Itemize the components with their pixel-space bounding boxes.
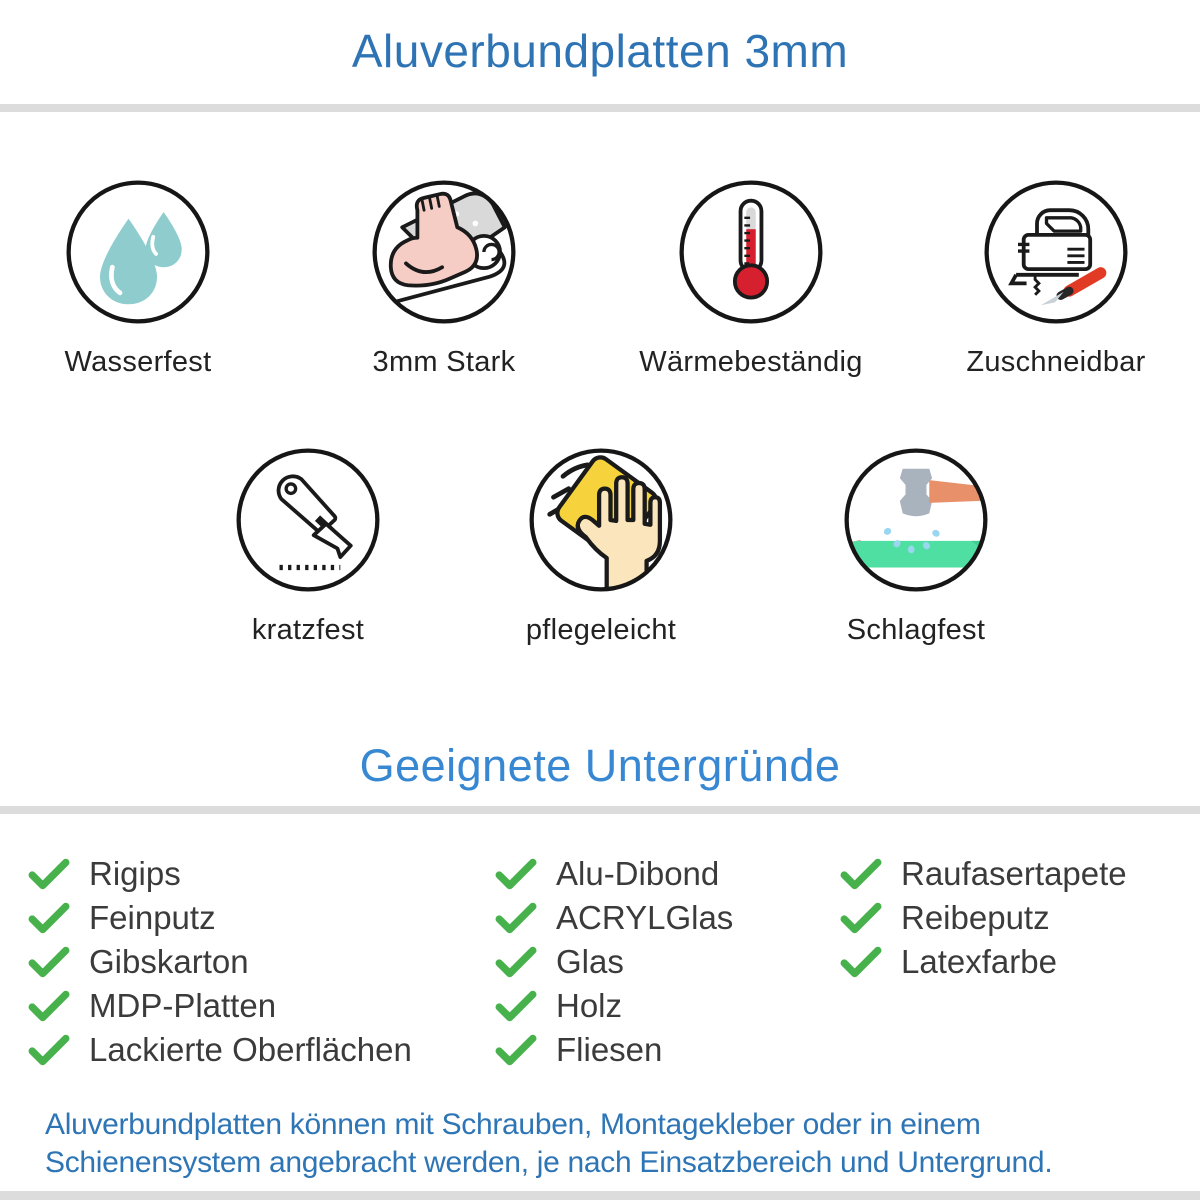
check-icon (495, 858, 537, 889)
list-item: Raufasertapete (840, 852, 1190, 895)
check-icon (840, 858, 882, 889)
list-item-label: Glas (556, 942, 624, 980)
feature-schlagfest: Schlagfest (786, 444, 1046, 647)
list-item: Gibskarton (28, 940, 488, 983)
strong-arm-panel-icon (372, 180, 516, 324)
list-item-label: Rigips (89, 854, 181, 892)
list-item: Latexfarbe (840, 940, 1190, 983)
mounting-note-line1: Aluverbundplatten können mit Schrauben, … (45, 1108, 981, 1141)
feature-wasserfest: Wasserfest (8, 176, 268, 379)
feature-waermebestaendig: Wärmebeständig (621, 176, 881, 379)
list-item: Feinputz (28, 896, 488, 939)
page-title: Aluverbundplatten 3mm (351, 25, 849, 77)
check-icon (495, 990, 537, 1021)
hammer-impact-icon (844, 448, 988, 592)
feature-label: kratzfest (251, 614, 365, 646)
checklist-column-3: Raufasertapete Reibeputz Latexfarbe (840, 852, 1190, 984)
feature-kratzfest: kratzfest (178, 444, 438, 647)
list-item-label: Gibskarton (89, 942, 249, 980)
list-item-label: Reibeputz (901, 898, 1050, 936)
thermometer-icon (679, 180, 823, 324)
checklist-column-2: Alu-Dibond ACRYLGlas Glas Holz Fliesen (495, 852, 825, 1072)
list-item: Reibeputz (840, 896, 1190, 939)
check-icon (28, 990, 70, 1021)
check-icon (28, 902, 70, 933)
divider-bottom (0, 1191, 1200, 1200)
feature-label: Wärmebeständig (639, 346, 863, 378)
list-item: Lackierte Oberflächen (28, 1028, 488, 1071)
divider-top (0, 104, 1200, 112)
feature-label: pflegeleicht (525, 614, 677, 646)
cleaning-hand-icon (529, 448, 673, 592)
check-icon (840, 902, 882, 933)
feature-label: 3mm Stark (372, 346, 516, 378)
mounting-note-line2: Schienensystem angebracht werden, je nac… (45, 1146, 1053, 1179)
list-item-label: Latexfarbe (901, 942, 1057, 980)
divider-middle (0, 806, 1200, 814)
feature-3mm-stark: 3mm Stark (314, 176, 574, 379)
list-item: ACRYLGlas (495, 896, 825, 939)
check-icon (28, 1034, 70, 1065)
utility-knife-icon (236, 448, 380, 592)
list-item: Alu-Dibond (495, 852, 825, 895)
water-drops-icon (66, 180, 210, 324)
list-item: Rigips (28, 852, 488, 895)
list-item-label: Alu-Dibond (556, 854, 720, 892)
list-item-label: Feinputz (89, 898, 216, 936)
list-item: Glas (495, 940, 825, 983)
list-item-label: Lackierte Oberflächen (89, 1030, 412, 1068)
feature-pflegeleicht: pflegeleicht (471, 444, 731, 647)
check-icon (28, 946, 70, 977)
list-item-label: Fliesen (556, 1030, 663, 1068)
list-item: Holz (495, 984, 825, 1027)
list-item-label: ACRYLGlas (556, 898, 734, 936)
feature-label: Zuschneidbar (966, 346, 1146, 378)
section-title-untergruende: Geeignete Untergründe (359, 740, 841, 791)
checklist-column-1: Rigips Feinputz Gibskarton MDP-Platten L… (28, 852, 488, 1072)
feature-label: Schlagfest (846, 614, 986, 646)
list-item-label: Raufasertapete (901, 854, 1127, 892)
check-icon (840, 946, 882, 977)
list-item-label: MDP-Platten (89, 986, 277, 1024)
feature-label: Wasserfest (64, 346, 212, 378)
check-icon (495, 946, 537, 977)
check-icon (28, 858, 70, 889)
list-item-label: Holz (556, 986, 623, 1024)
check-icon (495, 902, 537, 933)
list-item: Fliesen (495, 1028, 825, 1071)
check-icon (495, 1034, 537, 1065)
mounting-note: Aluverbundplatten können mit Schrauben, … (45, 1106, 1175, 1182)
jigsaw-knife-icon (984, 180, 1128, 324)
feature-zuschneidbar: Zuschneidbar (926, 176, 1186, 379)
list-item: MDP-Platten (28, 984, 488, 1027)
